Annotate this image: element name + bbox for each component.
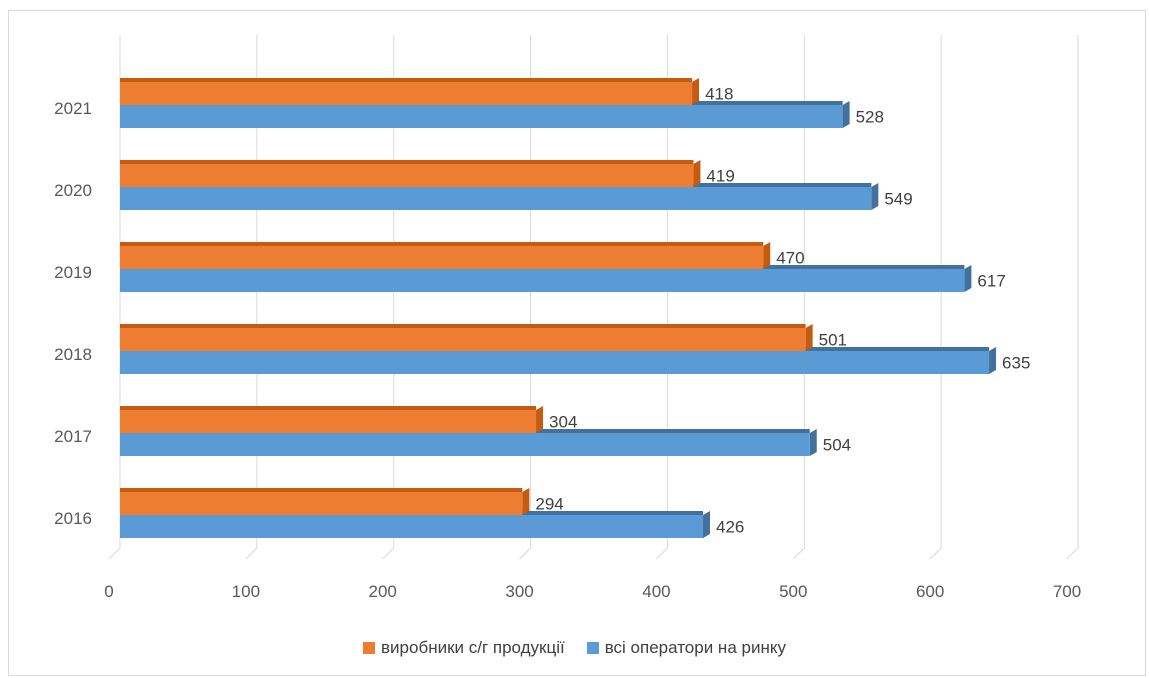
legend-swatch-blue bbox=[586, 642, 599, 654]
bar-producers bbox=[120, 246, 764, 269]
bar-value-label: 635 bbox=[1002, 354, 1030, 373]
x-tick-label: 200 bbox=[369, 582, 397, 601]
bar-side-face bbox=[989, 347, 997, 374]
x-tick-label: 0 bbox=[104, 582, 113, 601]
y-category-label: 2021 bbox=[54, 99, 92, 118]
bar-producers bbox=[120, 492, 523, 515]
bar-top-face bbox=[120, 78, 693, 82]
bar-side-face bbox=[536, 406, 544, 433]
bar-all-operators bbox=[120, 105, 843, 128]
bar-top-face bbox=[120, 160, 694, 164]
bar-value-label: 419 bbox=[706, 167, 734, 186]
legend-label-series-1: виробники с/г продукції bbox=[381, 638, 565, 657]
bar-side-face bbox=[871, 183, 879, 210]
bar-all-operators bbox=[120, 269, 965, 292]
y-axis-labels: 2016 2017 2018 2019 2020 2021 bbox=[54, 99, 92, 528]
bar-side-face bbox=[763, 242, 771, 269]
bar-top-face bbox=[120, 242, 764, 246]
bar-side-face bbox=[693, 160, 701, 187]
bar-producers bbox=[120, 82, 693, 105]
data-labels: 426 294 504 304 635 501 617 470 549 419 528 418 bbox=[535, 85, 1030, 537]
y-category-label: 2018 bbox=[54, 345, 92, 364]
bar-side-face bbox=[842, 101, 850, 128]
bar-top-face bbox=[120, 406, 537, 410]
gridline bbox=[108, 35, 121, 560]
bar-value-label: 504 bbox=[823, 436, 851, 455]
bar-all-operators bbox=[120, 187, 872, 210]
bar-value-label: 304 bbox=[549, 413, 577, 432]
bar-value-label: 426 bbox=[716, 518, 744, 537]
bar-top-face bbox=[120, 324, 806, 328]
bar-side-face bbox=[805, 324, 813, 351]
legend-item-series-1: виробники с/г продукції bbox=[363, 638, 565, 658]
bar-value-label: 549 bbox=[884, 190, 912, 209]
x-tick-label: 500 bbox=[779, 582, 807, 601]
legend-swatch-orange bbox=[363, 642, 376, 654]
bar-all-operators bbox=[120, 433, 810, 456]
bar-side-face bbox=[522, 488, 530, 515]
bar-producers bbox=[120, 164, 694, 187]
bar-producers bbox=[120, 328, 806, 351]
x-tick-label: 600 bbox=[916, 582, 944, 601]
legend-item-series-2: всі оператори на ринку bbox=[586, 638, 786, 658]
gridline bbox=[1066, 35, 1079, 560]
x-tick-label: 700 bbox=[1053, 582, 1081, 601]
bar-all-operators bbox=[120, 351, 990, 374]
y-category-label: 2019 bbox=[54, 263, 92, 282]
bar-side-face bbox=[809, 429, 817, 456]
bar-value-label: 501 bbox=[819, 331, 847, 350]
legend: виробники с/г продукції всі оператори на… bbox=[0, 636, 1149, 660]
bar-side-face bbox=[703, 511, 711, 538]
bar-value-label: 418 bbox=[705, 85, 733, 104]
bar-top-face bbox=[120, 488, 523, 492]
x-tick-label: 400 bbox=[642, 582, 670, 601]
y-category-label: 2020 bbox=[54, 181, 92, 200]
bar-side-face bbox=[692, 78, 700, 105]
bar-value-label: 470 bbox=[776, 249, 804, 268]
x-tick-label: 100 bbox=[232, 582, 260, 601]
gridline bbox=[929, 35, 942, 560]
bar-all-operators bbox=[120, 515, 704, 538]
x-tick-label: 300 bbox=[505, 582, 533, 601]
y-category-label: 2017 bbox=[54, 427, 92, 446]
bar-side-face bbox=[964, 265, 972, 292]
y-category-label: 2016 bbox=[54, 509, 92, 528]
bar-producers bbox=[120, 410, 537, 433]
bar-value-label: 528 bbox=[856, 108, 884, 127]
x-axis-labels: 0 100 200 300 400 500 600 700 bbox=[104, 582, 1081, 601]
bar-value-label: 294 bbox=[535, 495, 563, 514]
bars bbox=[120, 78, 997, 538]
bar-value-label: 617 bbox=[977, 272, 1005, 291]
legend-label-series-2: всі оператори на ринку bbox=[604, 638, 786, 657]
